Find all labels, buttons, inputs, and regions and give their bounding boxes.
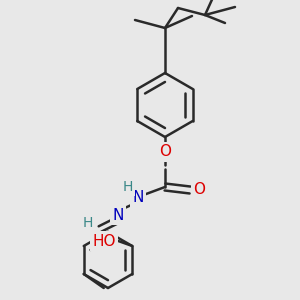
Text: N: N [132, 190, 144, 205]
Text: H: H [123, 180, 133, 194]
Text: N: N [112, 208, 124, 223]
Text: O: O [193, 182, 205, 197]
Text: HO: HO [92, 233, 116, 248]
Text: H: H [83, 216, 93, 230]
Text: O: O [159, 145, 171, 160]
